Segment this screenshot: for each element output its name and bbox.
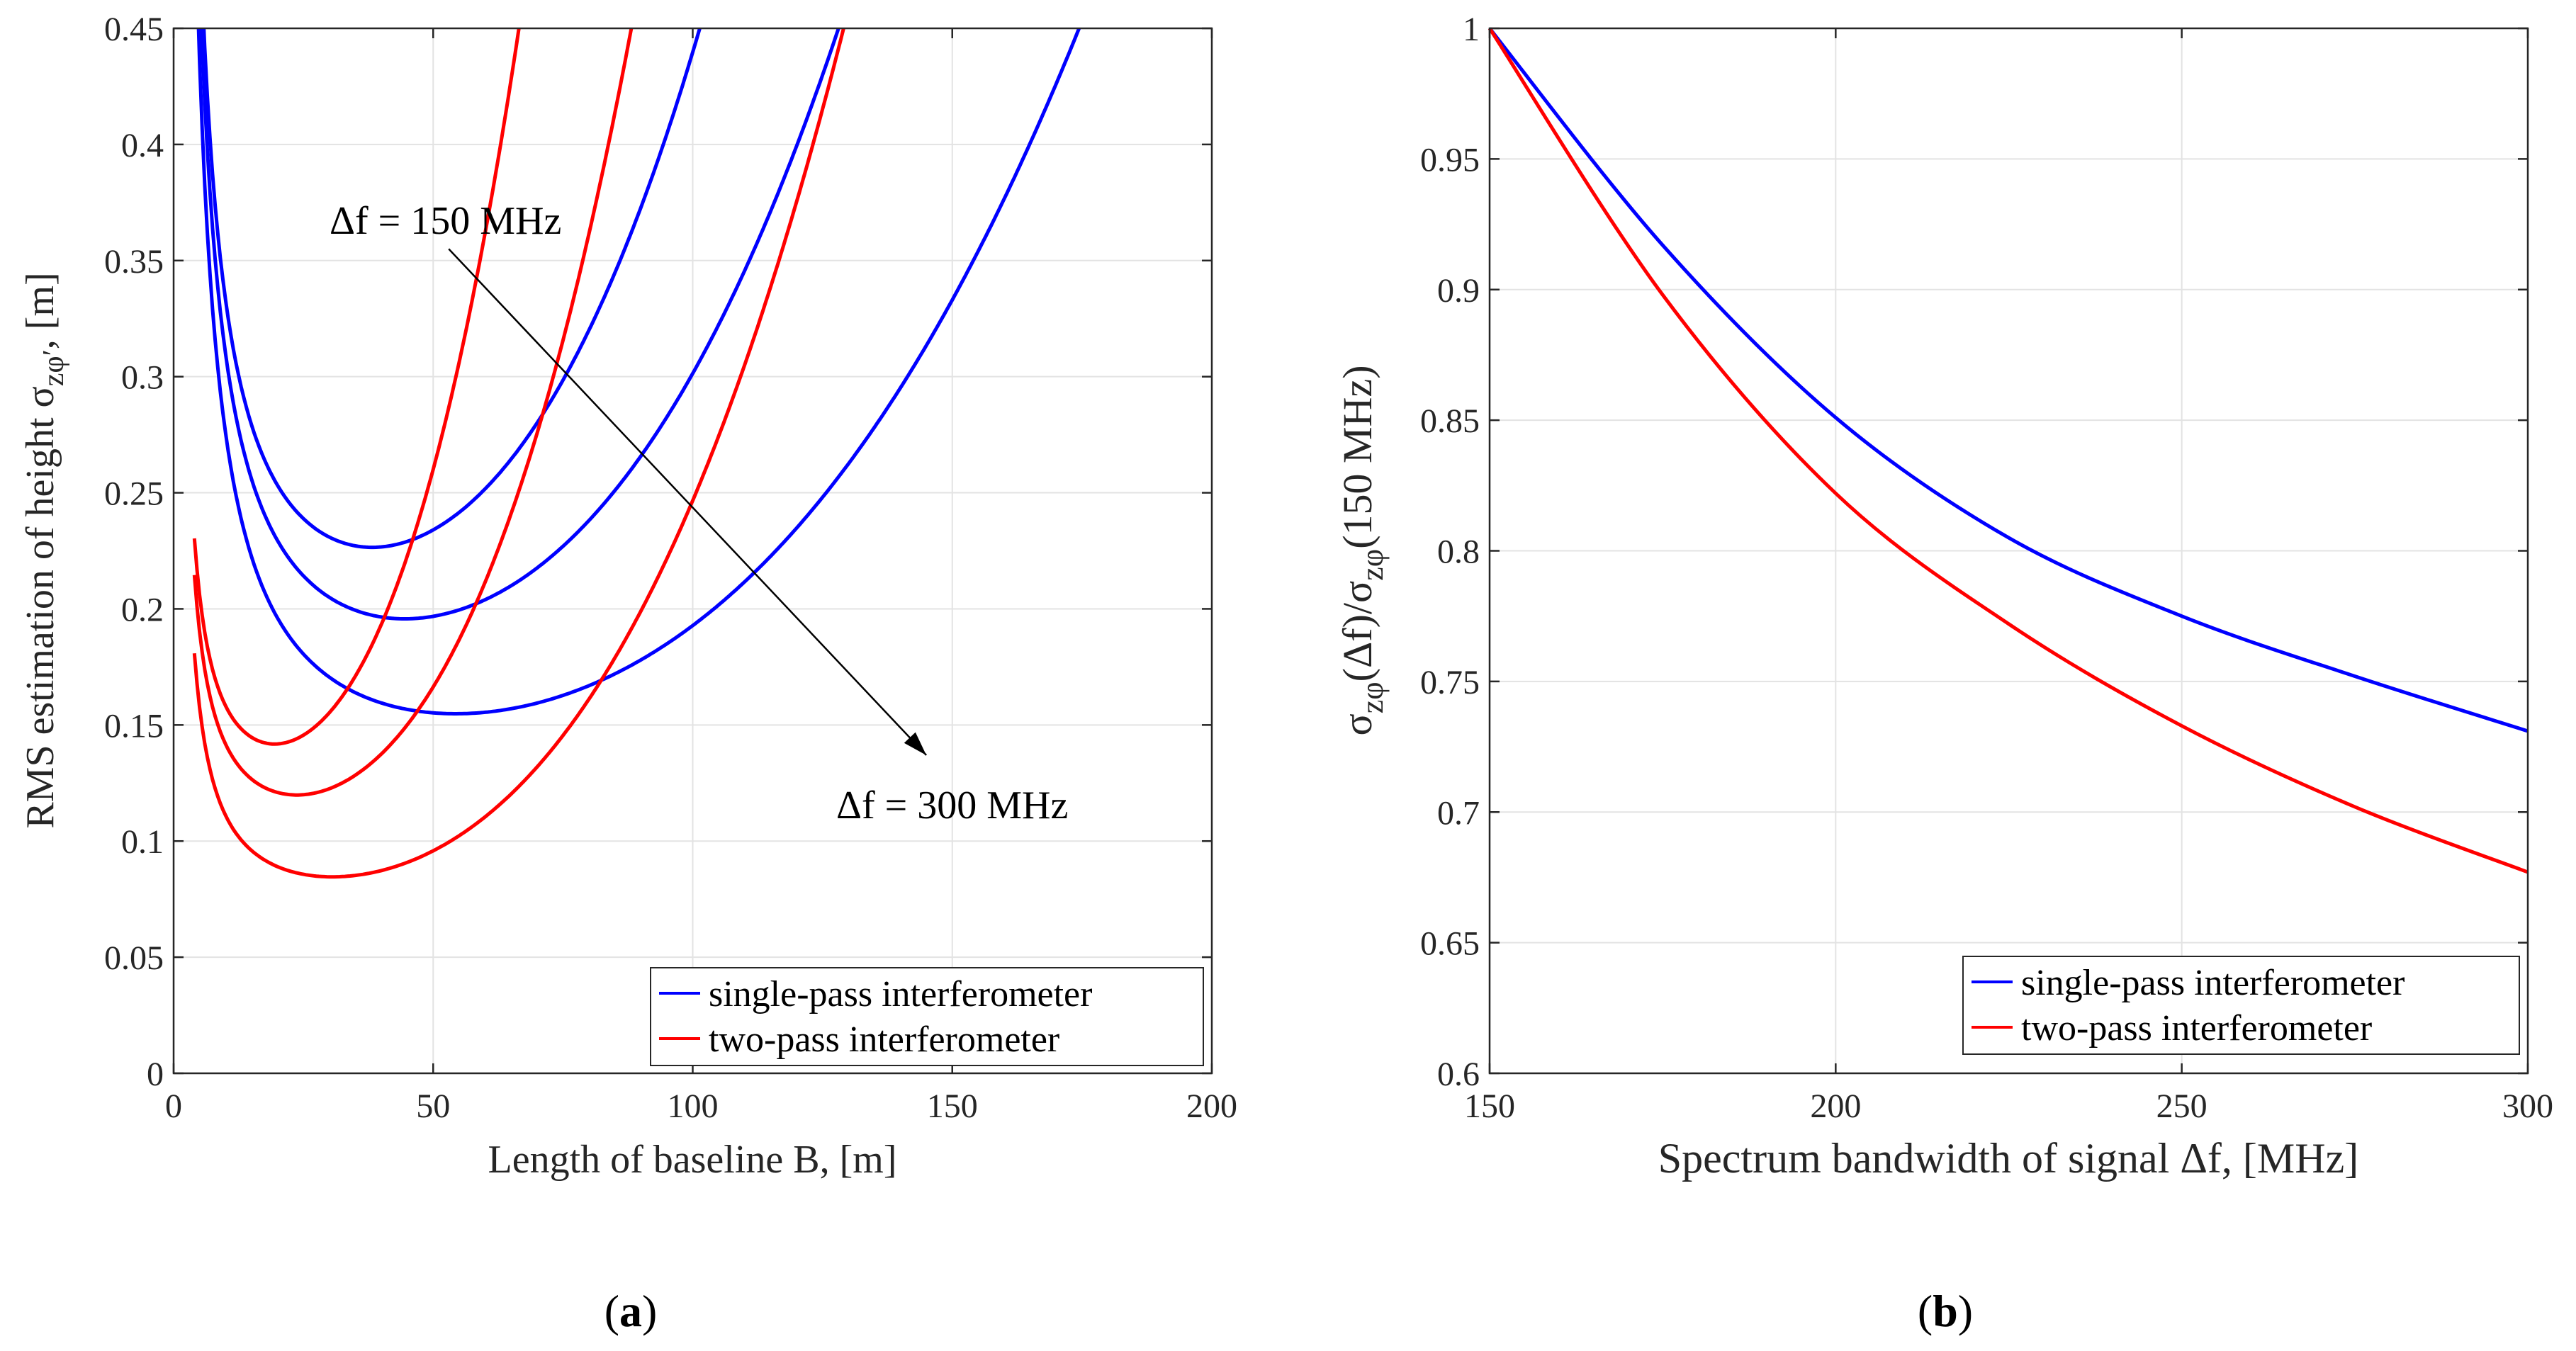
panel-b-xtick-label: 150 bbox=[1464, 1087, 1515, 1125]
panel-a-ytick-label: 0.2 bbox=[121, 591, 164, 628]
panel-a-xtick-label: 150 bbox=[927, 1087, 978, 1125]
single-pass-curve bbox=[196, 28, 1081, 716]
panel-b-xtick-label: 300 bbox=[2502, 1087, 2553, 1125]
panel-a-ylabel: RMS estimation of height σzφ′, [m] bbox=[18, 272, 70, 828]
legend-a-single-label: single-pass interferometer bbox=[709, 974, 1092, 1014]
panel-b-ytick-label: 0.75 bbox=[1420, 664, 1480, 701]
panel-b-grid bbox=[1489, 28, 2529, 1074]
caption-a: (a) bbox=[604, 1286, 658, 1336]
single-pass-curve bbox=[199, 28, 840, 621]
two-pass-curve bbox=[192, 28, 521, 746]
panel-b-ytick-label: 0.8 bbox=[1437, 533, 1480, 571]
panel-b-ytick-label: 0.65 bbox=[1420, 925, 1480, 963]
panel-b-ylabel-end: (150 MHz) bbox=[1334, 365, 1380, 548]
panel-b-ylabel-mid: (Δf)/σ bbox=[1334, 581, 1380, 682]
annotation-300mhz: Δf = 300 MHz bbox=[836, 784, 1068, 827]
panel-a-ytick-label: 0.1 bbox=[121, 823, 164, 861]
panel-a-ticks: 0 50 100 150 200 0 0.05 0.1 0.15 0.2 0.25 0.3 0.35 0.… bbox=[104, 11, 1237, 1125]
panel-b-plot-area bbox=[1487, 27, 2529, 874]
panel-a-ytick-label: 0.45 bbox=[104, 11, 164, 48]
panel-a-ylabel-sub: zφ′ bbox=[38, 349, 70, 386]
panel-a-ytick-label: 0.4 bbox=[121, 127, 164, 164]
caption-b: (b) bbox=[1918, 1286, 1973, 1336]
annotation-150mhz: Δf = 150 MHz bbox=[330, 199, 561, 243]
single-pass-curve bbox=[202, 28, 702, 550]
panel-b-ytick-label: 0.85 bbox=[1420, 402, 1480, 440]
panel-a-ylabel-prefix: RMS estimation of height σ bbox=[18, 386, 62, 828]
panel-b-xtick-label: 200 bbox=[1810, 1087, 1861, 1125]
panel-a-xlabel: Length of baseline B, [m] bbox=[488, 1138, 897, 1182]
panel-b-xtick-label: 250 bbox=[2156, 1087, 2207, 1125]
panel-b-ylabel: σzφ(Δf)/σzφ(150 MHz) bbox=[1334, 365, 1390, 735]
panel-a-ytick-label: 0 bbox=[147, 1056, 164, 1093]
single-pass-ratio-curve bbox=[1488, 27, 2529, 733]
panel-a-ytick-label: 0.25 bbox=[104, 475, 164, 513]
panel-b-ticks: 150 200 250 300 0.6 0.65 0.7 0.75 0.8 0.85 0.9 0.95… bbox=[1420, 11, 2553, 1125]
panel-b-ytick-label: 0.95 bbox=[1420, 141, 1480, 179]
panel-b-legend: single-pass interferometer two-pass inte… bbox=[1962, 956, 2520, 1055]
caption-b-letter: b bbox=[1933, 1286, 1958, 1336]
panel-b-ylabel-sub2: zφ bbox=[1355, 549, 1390, 581]
panel-a-ytick-label: 0.3 bbox=[121, 359, 164, 397]
two-pass-ratio-curve bbox=[1487, 27, 2529, 874]
panel-a-xtick-label: 100 bbox=[668, 1087, 719, 1125]
bandwidth-arrow-shaft bbox=[448, 248, 928, 756]
panel-a-ylabel-suffix: , [m] bbox=[18, 272, 62, 349]
panel-a-ytick-label: 0.15 bbox=[104, 707, 164, 745]
panel-a-grid bbox=[173, 28, 1213, 1074]
panel-b-ylabel-sigma1: σ bbox=[1334, 713, 1380, 735]
panel-a-ytick-label: 0.35 bbox=[104, 243, 164, 281]
panel-a-ytick-label: 0.05 bbox=[104, 939, 164, 977]
bandwidth-arrow bbox=[448, 248, 928, 756]
panel-a: 0 50 100 150 200 0 0.05 0.1 0.15 0.2 0.25 0.3 0.35 0.… bbox=[18, 11, 1237, 1182]
panel-b: 150 200 250 300 0.6 0.65 0.7 0.75 0.8 0.85 0.9 0.95… bbox=[1334, 11, 2553, 1182]
panel-a-plot-area bbox=[192, 28, 1081, 879]
panel-a-xtick-label: 0 bbox=[165, 1087, 182, 1125]
panel-a-legend: single-pass interferometer two-pass inte… bbox=[650, 967, 1204, 1066]
legend-b-two-label: two-pass interferometer bbox=[2021, 1008, 2372, 1048]
panel-b-ytick-label: 0.6 bbox=[1437, 1056, 1480, 1093]
legend-b-single-label: single-pass interferometer bbox=[2021, 963, 2405, 1003]
panel-a-xtick-label: 200 bbox=[1186, 1087, 1237, 1125]
panel-b-xlabel: Spectrum bandwidth of signal Δf, [MHz] bbox=[1658, 1135, 2358, 1182]
panel-b-ytick-label: 1 bbox=[1463, 11, 1480, 48]
legend-b-box bbox=[1962, 956, 2520, 1055]
legend-a-two-label: two-pass interferometer bbox=[709, 1019, 1059, 1060]
caption-a-letter: a bbox=[619, 1286, 642, 1336]
panel-a-xtick-label: 50 bbox=[416, 1087, 450, 1125]
two-pass-curve bbox=[192, 28, 845, 879]
panel-b-ylabel-sub1: zφ bbox=[1355, 682, 1390, 713]
panel-b-ytick-label: 0.7 bbox=[1437, 794, 1480, 832]
two-pass-curve bbox=[192, 28, 634, 797]
panel-b-ytick-label: 0.9 bbox=[1437, 272, 1480, 310]
bandwidth-arrow-head bbox=[904, 732, 927, 755]
legend-a-box bbox=[650, 967, 1204, 1066]
